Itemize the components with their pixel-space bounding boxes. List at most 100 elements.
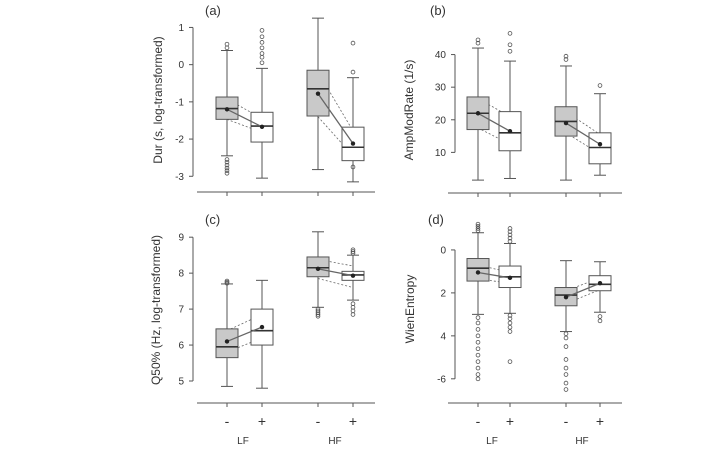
- y-tick-label: 10: [435, 148, 447, 159]
- outlier-point: [224, 278, 230, 284]
- outlier-point: [507, 42, 513, 48]
- y-tick-label: 30: [435, 83, 447, 94]
- box-lf-minus: [466, 221, 490, 382]
- outlier-point: [259, 34, 265, 40]
- x-tick-label: -: [476, 413, 481, 429]
- outlier-point: [259, 54, 265, 60]
- outlier-point: [507, 235, 513, 241]
- outlier-point: [224, 45, 230, 51]
- x-group-label: LF: [486, 436, 498, 447]
- box-lf-plus: [498, 31, 522, 179]
- box-hf-minus: [306, 231, 330, 319]
- mean-connector: [477, 271, 511, 279]
- outlier-point: [563, 57, 569, 62]
- outlier-point: [563, 365, 569, 371]
- outlier-point: [224, 157, 230, 162]
- y-tick-label: 5: [178, 377, 184, 388]
- outlier-point: [475, 228, 481, 233]
- outlier-point: [563, 344, 569, 349]
- outlier-point: [597, 83, 603, 88]
- panel-label: (b): [430, 3, 446, 18]
- outlier-point: [475, 365, 481, 371]
- box-hf-plus: [588, 83, 612, 176]
- x-tick-label: +: [596, 413, 604, 429]
- outlier-point: [475, 346, 481, 352]
- y-tick-label: 8: [178, 269, 184, 280]
- outlier-point: [597, 318, 603, 324]
- mean-connector: [226, 326, 263, 343]
- outlier-point: [315, 308, 321, 314]
- mean-point: [475, 270, 481, 275]
- outlier-point: [224, 41, 230, 47]
- mean-point: [315, 266, 321, 272]
- outlier-point: [507, 320, 513, 326]
- mean-point: [507, 275, 513, 281]
- box-lf-minus: [215, 278, 239, 387]
- y-tick-label: 0: [178, 60, 184, 71]
- outlier-point: [507, 239, 513, 244]
- mean-connector: [565, 122, 601, 145]
- outlier-point: [475, 352, 481, 358]
- outlier-point: [475, 315, 481, 320]
- outlier-point: [475, 37, 481, 43]
- mean-connector: [565, 282, 601, 298]
- outlier-point: [507, 329, 513, 334]
- box-hf-minus: [554, 260, 578, 392]
- outlier-point: [475, 226, 481, 231]
- outlier-point: [475, 320, 481, 326]
- outlier-point: [259, 28, 265, 33]
- mean-connector: [477, 112, 511, 132]
- outlier-point: [597, 314, 603, 319]
- box-lf-minus: [466, 37, 490, 181]
- mean-point: [597, 281, 603, 286]
- mean-point: [563, 294, 569, 300]
- y-tick-label: -6: [437, 374, 446, 385]
- y-tick-label: 40: [435, 50, 447, 61]
- box-hf-plus: [588, 261, 612, 324]
- outlier-point: [563, 357, 569, 362]
- mean-connector: [317, 93, 354, 144]
- outlier-point: [507, 229, 513, 234]
- outlier-point: [475, 327, 481, 332]
- outlier-point: [259, 40, 265, 45]
- panel-label: (c): [205, 212, 220, 227]
- x-tick-label: -: [316, 413, 321, 429]
- outlier-point: [475, 376, 481, 382]
- x-group-label: HF: [575, 436, 588, 447]
- outlier-point: [507, 324, 513, 330]
- x-tick-label: -: [564, 413, 569, 429]
- outlier-point: [563, 331, 569, 337]
- mean-point: [224, 339, 230, 344]
- outlier-point: [563, 380, 569, 386]
- outlier-point: [507, 313, 513, 318]
- x-group-label: LF: [237, 436, 249, 447]
- box-lf-plus: [498, 226, 522, 364]
- ci-upper-connector: [317, 71, 354, 132]
- outlier-point: [315, 306, 321, 312]
- outlier-point: [224, 168, 230, 173]
- box-lf-plus: [250, 28, 274, 179]
- y-tick-label: 2: [440, 288, 446, 299]
- outlier-point: [224, 159, 230, 165]
- outlier-point: [507, 31, 513, 36]
- panel-label: (a): [205, 3, 221, 18]
- outlier-point: [475, 359, 481, 364]
- y-tick-label: 4: [440, 331, 446, 342]
- outlier-point: [563, 53, 569, 59]
- mean-point: [259, 124, 265, 129]
- outlier-point: [350, 40, 356, 46]
- mean-point: [224, 107, 230, 112]
- box-hf-minus: [554, 53, 578, 181]
- mean-point: [597, 142, 603, 147]
- outlier-point: [350, 69, 356, 75]
- outlier-point: [507, 226, 513, 231]
- mean-point: [563, 120, 569, 126]
- x-tick-label: +: [349, 413, 357, 429]
- x-group-label: HF: [328, 436, 341, 447]
- iqr-box: [466, 258, 490, 282]
- y-tick-label: 6: [178, 341, 184, 352]
- x-tick-label: -: [225, 413, 230, 429]
- outlier-point: [507, 316, 513, 321]
- outlier-point: [350, 249, 356, 254]
- panel-c: (c) 9 8 7 6 5 Q50% (Hz, log-transformed) - + - + LF…: [149, 212, 375, 447]
